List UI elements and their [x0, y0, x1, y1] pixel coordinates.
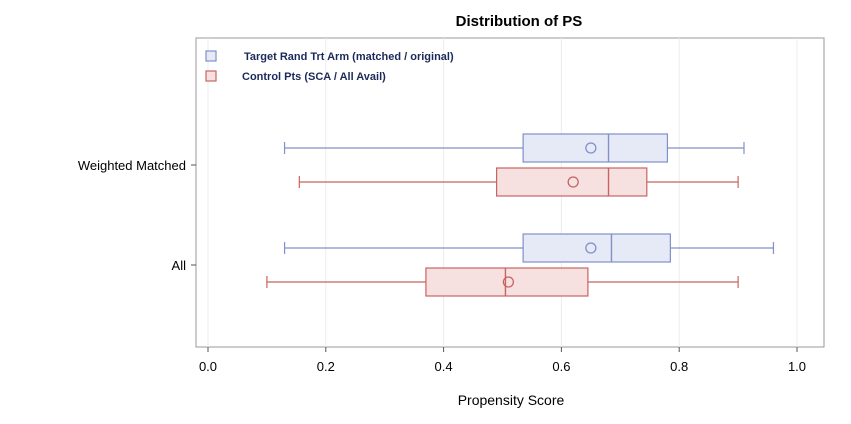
x-tick-label: 0.0: [199, 359, 217, 374]
box-target: [283, 233, 775, 263]
box-control: [298, 167, 739, 197]
legend-swatch: [205, 70, 217, 82]
mean-marker: [585, 142, 597, 154]
legend-label: Control Pts (SCA / All Avail): [242, 71, 386, 83]
category-label: Weighted Matched: [78, 158, 186, 173]
legend-label: Target Rand Trt Arm (matched / original): [244, 51, 454, 63]
iqr-box: [496, 167, 648, 197]
x-tick-label: 0.6: [552, 359, 570, 374]
x-axis: 0.0 0.2 0.4 0.6 0.8 1.0: [199, 347, 806, 374]
iqr-box: [425, 267, 589, 297]
legend-swatch: [205, 50, 217, 62]
legend: Target Rand Trt Arm (matched / original)…: [205, 50, 454, 83]
box-series: [266, 133, 775, 297]
mean-marker: [567, 176, 579, 188]
chart-title: Distribution of PS: [456, 13, 583, 30]
grid-lines: [207, 38, 798, 347]
x-axis-title: Propensity Score: [458, 392, 565, 408]
iqr-box: [522, 233, 671, 263]
category-label: All: [172, 258, 187, 273]
mean-marker: [502, 276, 515, 288]
x-tick-label: 1.0: [788, 359, 806, 374]
x-tick-label: 0.8: [670, 359, 688, 374]
y-axis: Weighted Matched All: [78, 158, 196, 273]
box-control: [266, 267, 739, 297]
box-target: [283, 133, 745, 163]
x-tick-label: 0.4: [435, 359, 453, 374]
mean-marker: [585, 242, 597, 254]
x-tick-label: 0.2: [317, 359, 335, 374]
